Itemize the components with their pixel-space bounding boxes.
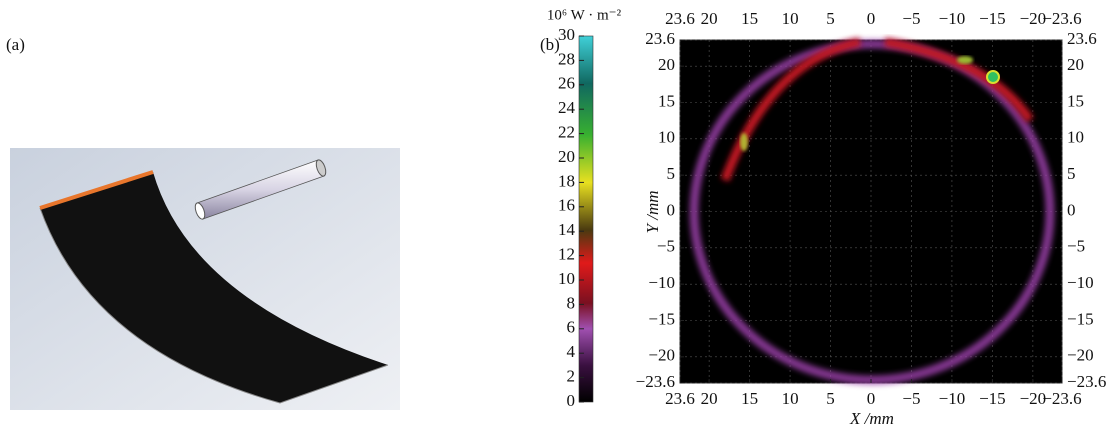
y-tick-label-left: 10 [658, 128, 675, 147]
colorbar-tick-label: 2 [567, 367, 576, 386]
y-tick-label-right: −5 [1067, 237, 1085, 256]
panel-label: (a) [6, 35, 25, 54]
y-tick-label-left: 5 [667, 164, 676, 183]
y-tick-label-left: −23.6 [636, 372, 675, 391]
colorbar-tick-label: 22 [558, 123, 575, 142]
y-axis-label: Y /mm [643, 191, 662, 234]
y-tick-label-right: −15 [1067, 309, 1094, 328]
y-tick-label-left: −15 [648, 309, 675, 328]
colorbar-tick-label: 8 [567, 293, 576, 312]
x-tick-label-top: 0 [867, 9, 876, 28]
x-tick-label-top: −5 [902, 9, 920, 28]
x-tick-label-top: 23.6 [665, 9, 695, 28]
panel-label: (b) [540, 35, 560, 54]
x-tick-label-bottom: 10 [782, 389, 799, 408]
colorbar-tick-label: 0 [567, 391, 576, 410]
y-tick-label-left: 15 [658, 91, 675, 110]
colorbar-tick-label: 6 [567, 318, 576, 337]
colorbar-tick-label: 18 [558, 171, 575, 190]
x-tick-label-bottom: −5 [902, 389, 920, 408]
x-tick-label-top: 15 [741, 9, 758, 28]
flux-map [660, 40, 1062, 390]
y-tick-label-right: 0 [1067, 200, 1076, 219]
y-tick-label-right: 23.6 [1067, 29, 1097, 48]
x-axis-label: X /mm [849, 409, 894, 428]
colorbar-tick-label: 14 [558, 220, 576, 239]
x-tick-label-top: −10 [939, 9, 966, 28]
figure: (a) (b) 10⁶ W · m⁻² X /mm Y /mm 02468101… [0, 0, 1117, 432]
colorbar-tick-label: 10 [558, 269, 575, 288]
colorbar-tick-label: 30 [558, 25, 575, 44]
colorbar-tick-label: 20 [558, 147, 575, 166]
y-tick-label-right: −10 [1067, 273, 1094, 292]
x-tick-label-top: −15 [979, 9, 1006, 28]
y-tick-label-left: 23.6 [645, 29, 675, 48]
x-tick-label-bottom: −23.6 [1042, 389, 1081, 408]
y-tick-label-right: 10 [1067, 128, 1084, 147]
collector-render [10, 148, 400, 410]
colorbar-tick-label: 26 [558, 74, 575, 93]
x-tick-label-top: 5 [826, 9, 835, 28]
y-tick-label-left: 0 [667, 200, 676, 219]
x-tick-label-bottom: 15 [741, 389, 758, 408]
colorbar-tick-label: 12 [558, 245, 575, 264]
x-tick-label-top: 20 [701, 9, 718, 28]
colorbar-unit: 10⁶ W · m⁻² [547, 7, 622, 23]
y-tick-label-left: 20 [658, 55, 675, 74]
y-tick-label-right: −20 [1067, 346, 1094, 365]
y-tick-label-right: 5 [1067, 164, 1076, 183]
x-tick-label-bottom: 20 [701, 389, 718, 408]
y-tick-label-right: −23.6 [1067, 372, 1106, 391]
x-tick-label-bottom: 5 [826, 389, 835, 408]
x-tick-label-top: −23.6 [1042, 9, 1081, 28]
colorbar-tick-label: 24 [558, 98, 576, 117]
x-tick-label-bottom: −15 [979, 389, 1006, 408]
x-tick-label-bottom: 23.6 [665, 389, 695, 408]
colorbar-tick-label: 28 [558, 49, 575, 68]
colorbar [579, 36, 593, 402]
x-tick-label-top: 10 [782, 9, 799, 28]
y-tick-label-right: 20 [1067, 55, 1084, 74]
y-tick-label-right: 15 [1067, 91, 1084, 110]
colorbar-tick-label: 16 [558, 196, 575, 215]
y-tick-label-left: −20 [648, 346, 675, 365]
x-tick-label-bottom: −10 [939, 389, 966, 408]
colorbar-tick-label: 4 [567, 342, 576, 361]
y-tick-label-left: −10 [648, 273, 675, 292]
y-tick-label-left: −5 [657, 237, 675, 256]
x-tick-label-bottom: 0 [867, 389, 876, 408]
